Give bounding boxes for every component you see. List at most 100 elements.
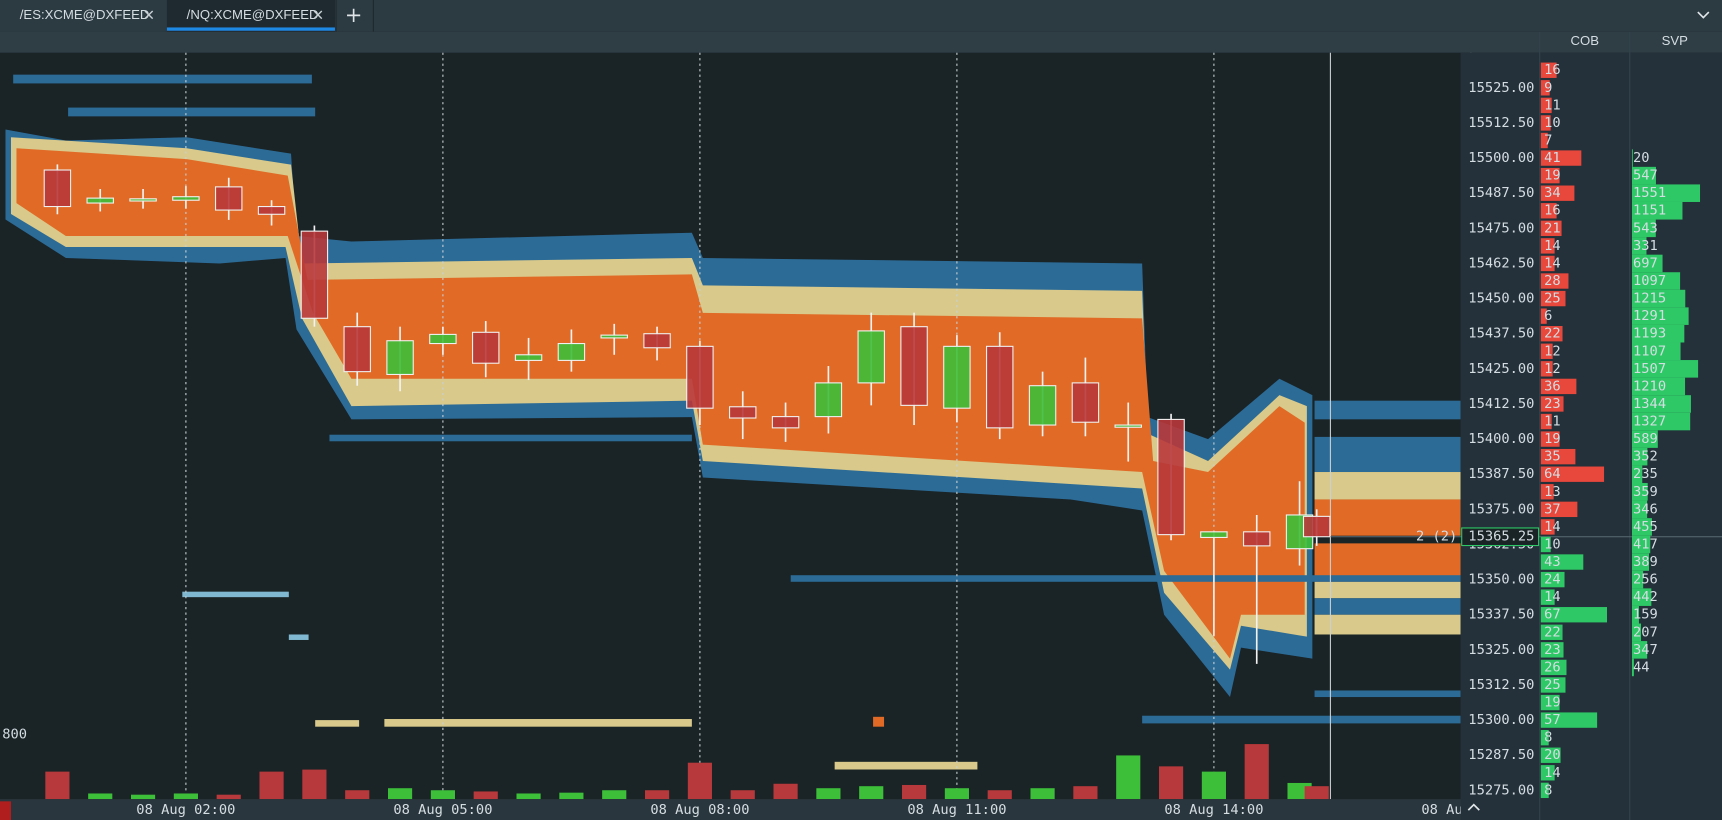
cob-bar bbox=[1540, 431, 1560, 447]
close-icon[interactable] bbox=[313, 10, 323, 20]
heatmap-band bbox=[834, 761, 978, 770]
cob-value: 11 bbox=[1544, 97, 1561, 113]
svp-value: 589 bbox=[1633, 431, 1658, 447]
candle-body bbox=[86, 197, 114, 204]
cob-bar bbox=[1540, 361, 1553, 377]
cob-bar bbox=[1540, 308, 1547, 324]
cob-value: 64 bbox=[1544, 466, 1561, 482]
svp-bar bbox=[1631, 324, 1685, 343]
cob-bar bbox=[1540, 519, 1555, 535]
add-tab-icon[interactable] bbox=[347, 8, 361, 22]
tab[interactable] bbox=[166, 0, 335, 32]
cob-bar bbox=[1540, 729, 1549, 746]
volume-bar bbox=[987, 790, 1012, 800]
heatmap-band bbox=[1314, 400, 1461, 420]
candle-body bbox=[857, 330, 885, 384]
svp-value: 547 bbox=[1633, 168, 1658, 184]
svp-value: 359 bbox=[1633, 484, 1658, 500]
cob-value: 37 bbox=[1544, 501, 1561, 517]
candle-body bbox=[215, 186, 243, 211]
cob-bar bbox=[1540, 203, 1557, 219]
cob-bar bbox=[1540, 80, 1550, 96]
candle-body bbox=[257, 205, 286, 215]
volume-bar bbox=[1030, 788, 1055, 800]
svp-bar bbox=[1631, 272, 1681, 290]
svp-value: 1107 bbox=[1633, 343, 1666, 359]
status-indicator bbox=[0, 801, 11, 820]
cob-value: 13 bbox=[1544, 484, 1561, 500]
candle-body bbox=[643, 333, 671, 349]
cob-value: 25 bbox=[1544, 291, 1561, 307]
volume-bar bbox=[345, 790, 370, 800]
cob-bar bbox=[1540, 607, 1608, 623]
svp-value: 442 bbox=[1633, 589, 1658, 605]
active-tab-indicator bbox=[166, 27, 335, 31]
cob-value: 14 bbox=[1544, 255, 1561, 271]
cob-value: 11 bbox=[1544, 414, 1561, 430]
cob-bar bbox=[1540, 677, 1566, 693]
cob-bar bbox=[1540, 343, 1553, 359]
svp-bar bbox=[1631, 500, 1648, 519]
y-tick-label: 15462.50 bbox=[1468, 255, 1534, 271]
y-tick-label: 15412.50 bbox=[1468, 396, 1534, 412]
cob-value: 19 bbox=[1544, 431, 1561, 447]
cob-bar bbox=[1540, 167, 1560, 184]
svp-value: 1210 bbox=[1633, 378, 1666, 394]
cob-bar bbox=[1540, 396, 1564, 412]
last-price-label: 15365.25 bbox=[1468, 529, 1534, 545]
volume-bar bbox=[173, 793, 198, 800]
cob-bar bbox=[1540, 484, 1554, 500]
volume-bar bbox=[302, 769, 327, 800]
cob-bar bbox=[1540, 448, 1576, 465]
cob-bar bbox=[1540, 185, 1575, 201]
svp-value: 346 bbox=[1633, 501, 1658, 517]
heatmap-band bbox=[68, 107, 316, 117]
cob-value: 8 bbox=[1544, 782, 1552, 798]
cob-bar bbox=[1540, 97, 1552, 114]
panel-header: SVP bbox=[1662, 33, 1689, 48]
svp-bar bbox=[1631, 360, 1699, 378]
heatmap-band bbox=[182, 591, 289, 598]
svp-value: 20 bbox=[1633, 150, 1650, 166]
last-price-box bbox=[1461, 527, 1540, 547]
volume-bar bbox=[259, 771, 284, 800]
volume-bar bbox=[1201, 771, 1226, 800]
svp-bar bbox=[1631, 307, 1689, 325]
candle-body bbox=[1200, 531, 1228, 538]
svp-value: 543 bbox=[1633, 220, 1658, 236]
close-icon[interactable] bbox=[144, 10, 154, 20]
volume-bar bbox=[944, 788, 969, 800]
svp-bar bbox=[1631, 570, 1644, 589]
y-tick-label: 15400.00 bbox=[1468, 431, 1534, 447]
cob-bar bbox=[1540, 554, 1584, 570]
heatmap-band bbox=[1314, 472, 1461, 500]
x-tick-label: 08 Aug 02:00 bbox=[136, 802, 235, 818]
svp-bar bbox=[1631, 289, 1686, 308]
heatmap-band bbox=[1314, 598, 1461, 615]
svp-bar bbox=[1631, 447, 1648, 466]
y-axis: 15525.00 15512.50 15500.00 15487.50 15475.00… bbox=[1330, 80, 1722, 798]
cob-value: 34 bbox=[1544, 185, 1561, 201]
volume-bar bbox=[45, 771, 70, 800]
candle-body bbox=[986, 345, 1014, 429]
cob-value: 7 bbox=[1544, 133, 1552, 149]
svp-bar bbox=[1631, 588, 1652, 606]
volume-bar bbox=[901, 784, 927, 800]
menu-icon[interactable] bbox=[1697, 11, 1710, 19]
cob-value: 12 bbox=[1544, 361, 1561, 377]
tab[interactable] bbox=[0, 0, 165, 32]
x-tick-label: 08 Aug 05:00 bbox=[393, 802, 492, 818]
cob-bar bbox=[1540, 765, 1555, 781]
price-panel bbox=[1460, 52, 1722, 820]
volume-tick-label: 800 bbox=[2, 726, 27, 742]
volume-bar bbox=[516, 793, 541, 800]
cob-bar bbox=[1540, 642, 1564, 658]
cob-value: 22 bbox=[1544, 624, 1561, 640]
cob-bar bbox=[1540, 712, 1598, 728]
cob-bar bbox=[1540, 782, 1549, 799]
cob-bar bbox=[1540, 571, 1565, 588]
candle-body bbox=[343, 326, 371, 373]
scroll-icon[interactable] bbox=[1467, 803, 1480, 811]
x-tick-label: 08 Aug 11:00 bbox=[907, 802, 1006, 818]
